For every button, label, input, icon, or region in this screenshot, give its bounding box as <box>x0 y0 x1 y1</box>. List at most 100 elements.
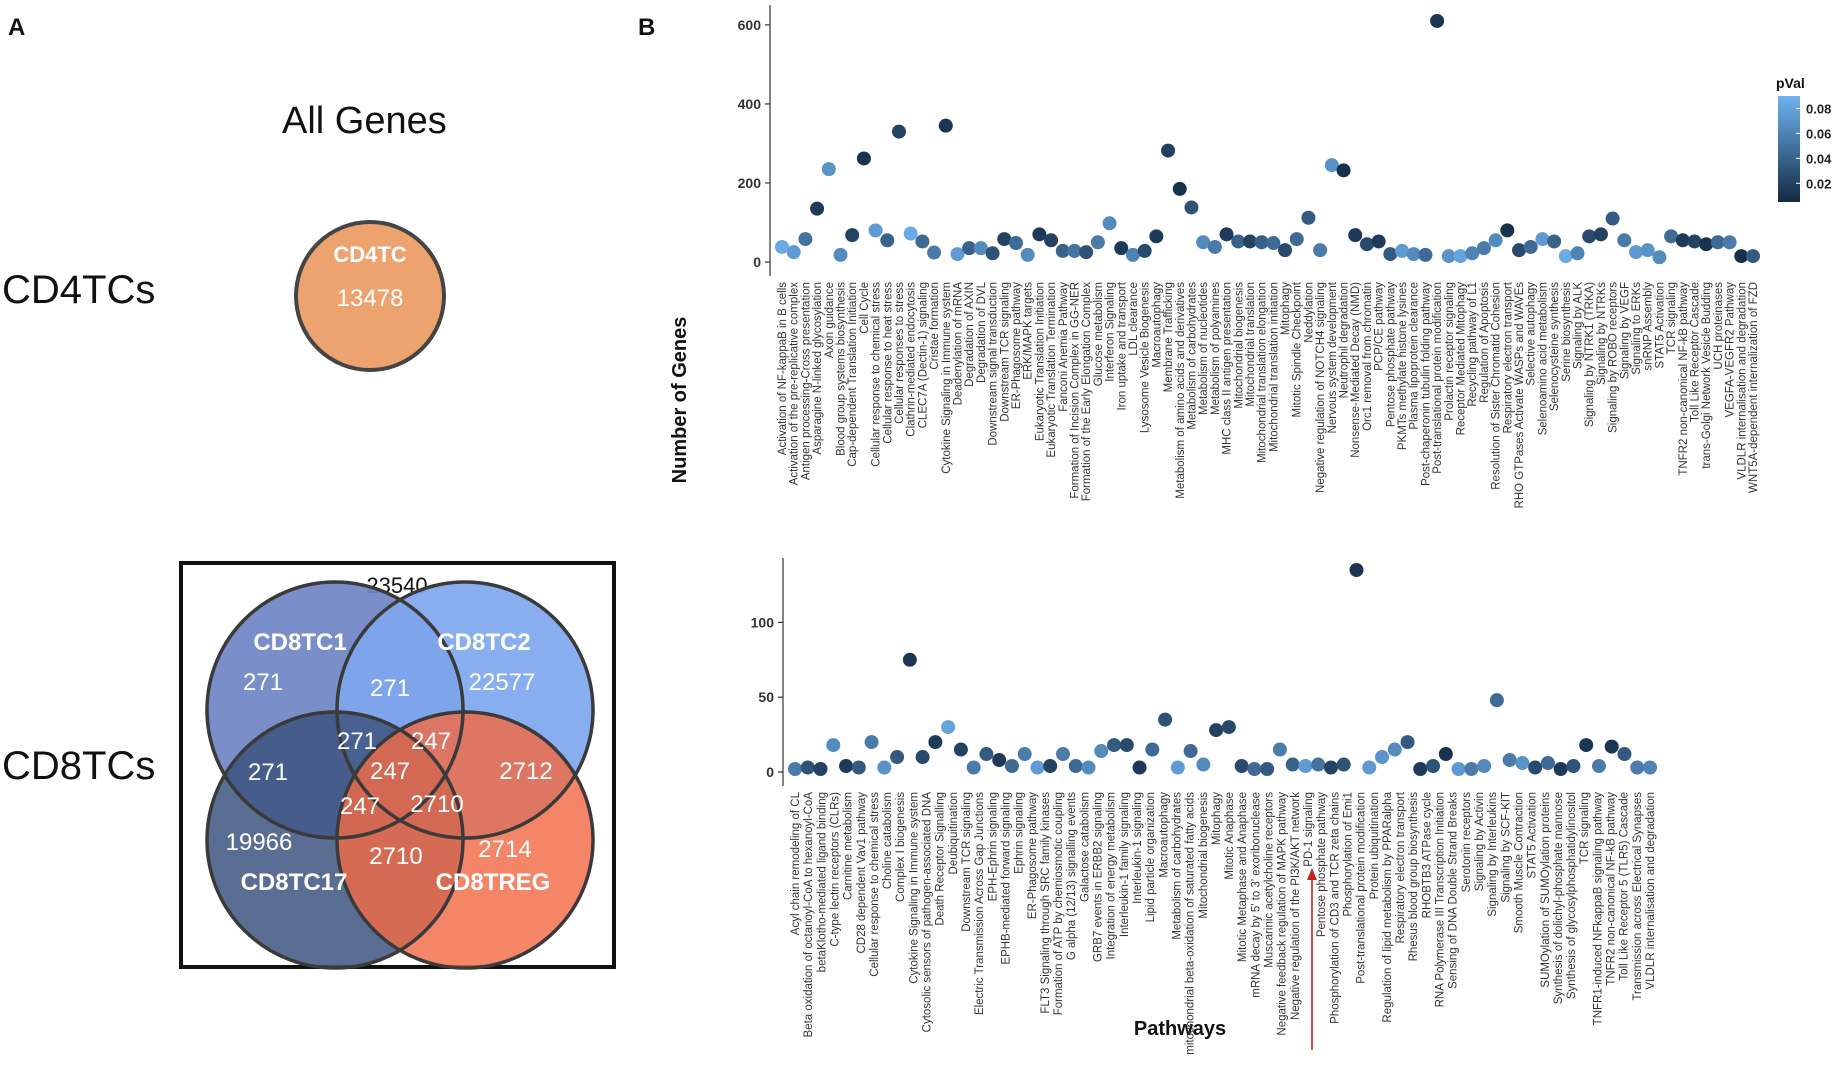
data-point <box>1523 239 1538 254</box>
data-point <box>1043 759 1058 774</box>
x-tick-label: Axon guidance <box>824 282 836 358</box>
data-point <box>1687 234 1702 249</box>
data-point <box>826 738 841 753</box>
x-tick-label: Interferon Signaling <box>1105 282 1117 382</box>
data-point <box>1582 229 1597 244</box>
x-tick-label: Phosphorylation of CD3 and TCR zeta chai… <box>1329 792 1341 1024</box>
x-tick-label: Iron uptake and transport <box>1116 281 1128 410</box>
data-point <box>856 151 871 166</box>
x-tick-label: Downstream TCR signaling <box>999 282 1011 422</box>
data-point <box>775 239 789 254</box>
data-point <box>1477 759 1492 774</box>
x-tick-label: Formation of ATP by chemiosmotic couplin… <box>1053 792 1065 1015</box>
x-tick-label: Cytokine Signaling in Immune system <box>908 792 920 984</box>
x-tick-label: betaKlotho-mediated ligand binding <box>816 792 828 972</box>
x-tick-label: Synthesis of dolichyl-phosphate mannose <box>1553 792 1565 1004</box>
data-point <box>973 241 988 256</box>
x-tick-label: Muscarinic acetylcholine receptors <box>1264 792 1276 968</box>
data-point <box>1094 744 1109 759</box>
venn-title: All Genes <box>282 100 447 142</box>
data-point <box>1055 243 1070 258</box>
region-value: 271 <box>370 675 410 702</box>
x-tick-label: C-type lectin receptors (CLRs) <box>829 792 841 947</box>
top-chart: 0 200 400 600 Activation of NF-kappaB in B c… <box>738 5 1760 508</box>
x-tick-label: Asparagine N-linked glycosylation <box>812 282 824 455</box>
data-point <box>1547 234 1562 249</box>
x-tick-label: PKMTs methylate histone lysines <box>1397 282 1409 450</box>
x-tick-label: Mitophagy <box>1280 282 1292 335</box>
data-point <box>1535 232 1550 247</box>
data-point <box>890 750 905 765</box>
region-value: 247 <box>411 728 451 755</box>
x-tick-label: TNFR2 non-canonical NF-kB pathway <box>1606 792 1618 986</box>
data-point <box>1558 249 1573 264</box>
data-point <box>1172 181 1187 196</box>
x-tick-label: Mitochondrial biogenesis <box>1198 792 1210 919</box>
data-point <box>1746 249 1760 264</box>
x-tick-label: Signaling by Interleukins <box>1487 792 1499 917</box>
cd4-venn: CD4TC 13478 <box>294 220 446 372</box>
x-tick-label: Signaling by Activin <box>1474 792 1486 891</box>
data-point <box>903 226 918 241</box>
x-tick-label: Respiratory electron transport <box>1502 281 1514 433</box>
data-point <box>979 747 994 762</box>
x-tick-label: Recycling pathway of L1 <box>1467 282 1479 407</box>
x-tick-label: ER-Phagosome pathway <box>1027 792 1039 919</box>
x-tick-label: Selenoamino acid metabolism <box>1537 282 1549 435</box>
cd8treg-circle <box>337 712 593 968</box>
x-tick-label: Serotonin receptors <box>1461 792 1473 893</box>
data-point <box>1418 247 1433 262</box>
x-tick-label: Neddylation <box>1303 282 1315 343</box>
region-value: 271 <box>337 728 377 755</box>
x-tick-label: Mitotic Metaphase and Anaphase <box>1237 792 1249 962</box>
data-point <box>1438 747 1453 762</box>
data-point <box>927 245 942 260</box>
data-point <box>1617 747 1632 762</box>
x-tick-label: Activation of the pre-replicative comple… <box>789 282 801 486</box>
pval-legend: pVal 0.08 0.06 0.04 0.02 <box>1776 75 1832 202</box>
set-label-cd8tc17: CD8TC17 <box>241 869 348 896</box>
data-point <box>1020 247 1035 262</box>
x-tick-label: Cellular response to heat stress <box>882 282 894 444</box>
data-point <box>1734 249 1749 264</box>
x-tick-label: Interleukin-1 signaling <box>1132 792 1144 904</box>
x-tick-label: Glucose metabolism <box>1093 282 1105 386</box>
y-tick-label: 0 <box>753 254 761 270</box>
x-tick-label: TCR signaling <box>1579 792 1591 864</box>
x-tick-label: trans-Golgi Network Vesicle Budding <box>1701 282 1713 469</box>
region-value: 247 <box>340 793 380 820</box>
data-point <box>1453 249 1468 264</box>
x-tick-label: G alpha (12/13) signalling events <box>1066 792 1078 960</box>
data-point <box>1371 234 1386 249</box>
x-tick-label: WNT5A-dependent internalization of FZD <box>1748 282 1760 493</box>
x-tick-label: Metabolism of polyamines <box>1210 282 1222 415</box>
data-point <box>1221 720 1236 735</box>
data-point <box>1512 243 1527 258</box>
x-tick-label: Phosphorylation of Emi1 <box>1342 792 1354 917</box>
data-point <box>1540 756 1555 771</box>
x-tick-label: Cellular responses to stress <box>894 282 906 424</box>
data-point <box>1476 241 1491 256</box>
data-point <box>1081 760 1096 775</box>
region-value: 2712 <box>499 758 552 785</box>
data-point <box>1254 235 1269 250</box>
region-value: 271 <box>248 759 288 786</box>
data-point <box>1630 760 1645 775</box>
x-tick-label: Nervous system development <box>1327 281 1339 433</box>
x-tick-label: VLDLR internalisation and degradation <box>1645 792 1657 990</box>
x-tick-label: Metabolism of nucleotides <box>1198 282 1210 415</box>
data-point <box>1149 229 1164 244</box>
legend-tick-label: 0.04 <box>1806 151 1832 166</box>
y-tick-label: 100 <box>751 614 775 630</box>
x-tick-label: Electric Transmission Across Gap Junctio… <box>974 792 986 1015</box>
data-point <box>1289 232 1304 247</box>
data-point <box>1488 233 1503 248</box>
x-tick-label: Post-translational protein modification <box>1432 282 1444 474</box>
data-point <box>985 246 1000 261</box>
x-tick-label: Lysosome Vesicle Biogenesis <box>1140 282 1152 433</box>
data-point <box>786 245 801 260</box>
data-point <box>1004 759 1019 774</box>
data-point <box>800 760 815 775</box>
x-tick-label: Complex I biogenesis <box>895 792 907 902</box>
data-point <box>1017 747 1032 762</box>
